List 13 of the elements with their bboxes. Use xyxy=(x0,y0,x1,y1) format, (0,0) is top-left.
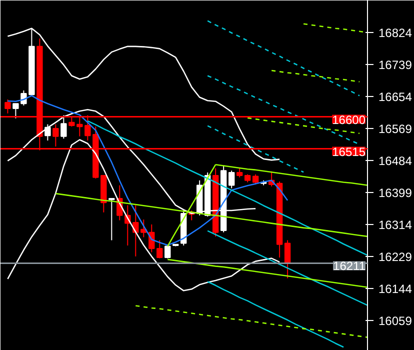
ref-line-label: 16211 xyxy=(333,259,366,274)
ref-line-label: 16515 xyxy=(332,144,366,159)
y-tick-label: 16314 xyxy=(378,218,412,232)
y-tick-label: 16144 xyxy=(378,282,412,296)
y-tick-label: 16059 xyxy=(378,314,412,328)
ref-line-label: 16600 xyxy=(332,112,366,127)
y-tick-label: 16569 xyxy=(378,122,412,136)
y-tick-label: 16399 xyxy=(378,186,412,200)
y-tick-label: 16229 xyxy=(378,250,412,264)
y-tick-label: 16654 xyxy=(378,90,412,104)
y-tick-label: 16484 xyxy=(378,154,412,168)
y-tick-label: 16739 xyxy=(378,58,412,72)
y-tick-label: 16824 xyxy=(378,26,412,40)
